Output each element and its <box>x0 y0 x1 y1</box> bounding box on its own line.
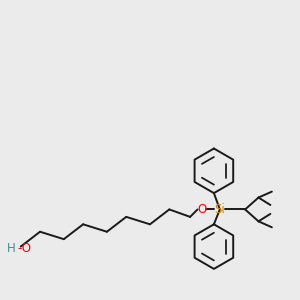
Text: Si: Si <box>214 203 225 216</box>
Text: -O: -O <box>17 242 31 255</box>
Text: O: O <box>197 203 207 216</box>
Text: H: H <box>7 242 16 255</box>
